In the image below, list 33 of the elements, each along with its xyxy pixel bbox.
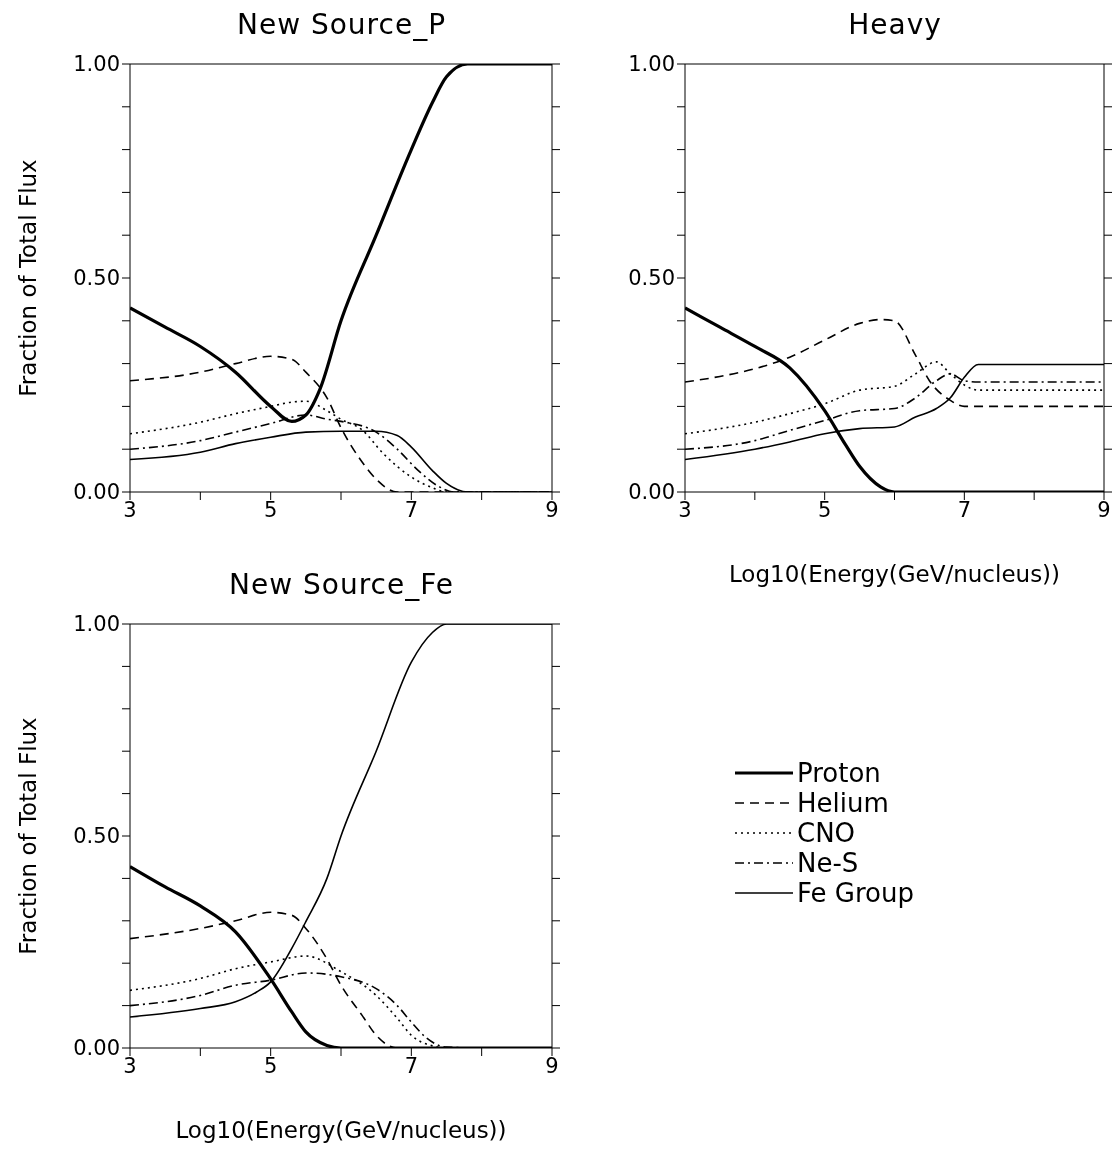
y-tick-label: 0.00 bbox=[73, 1036, 120, 1061]
y-axis-title: Fraction of Total Flux bbox=[15, 159, 42, 397]
y-tick-label: 0.50 bbox=[73, 824, 120, 849]
chart-title: Heavy bbox=[847, 8, 943, 41]
legend-label: Ne-S bbox=[797, 848, 859, 878]
y-tick-label: 0.00 bbox=[628, 480, 675, 505]
x-tick-label: 5 bbox=[817, 497, 832, 522]
x-tick-label: 7 bbox=[404, 1053, 419, 1078]
x-axis-title: Log10(Energy(GeV/nucleus)) bbox=[728, 561, 1061, 587]
legend-label: CNO bbox=[797, 818, 856, 848]
x-tick-label: 9 bbox=[545, 497, 559, 522]
y-axis-title: Fraction of Total Flux bbox=[15, 717, 42, 955]
x-tick-label: 7 bbox=[404, 497, 419, 522]
x-tick-label: 5 bbox=[263, 497, 278, 522]
chart-title: New Source_Fe bbox=[228, 568, 455, 601]
legend-label: Fe Group bbox=[797, 878, 914, 908]
y-tick-label: 1.00 bbox=[628, 52, 675, 77]
y-tick-label: 1.00 bbox=[73, 52, 120, 77]
x-tick-label: 9 bbox=[1097, 497, 1111, 522]
x-tick-label: 5 bbox=[263, 1053, 278, 1078]
legend-label: Helium bbox=[797, 788, 889, 818]
x-tick-label: 9 bbox=[545, 1053, 559, 1078]
x-tick-label: 3 bbox=[678, 497, 692, 522]
y-tick-label: 0.50 bbox=[73, 266, 120, 291]
x-tick-label: 7 bbox=[957, 497, 972, 522]
y-tick-label: 0.00 bbox=[73, 480, 120, 505]
chart-title: New Source_P bbox=[236, 8, 447, 41]
legend-label: Proton bbox=[797, 758, 881, 788]
y-tick-label: 0.50 bbox=[628, 266, 675, 291]
y-tick-label: 1.00 bbox=[73, 612, 120, 637]
x-tick-label: 3 bbox=[123, 1053, 137, 1078]
x-tick-label: 3 bbox=[123, 497, 137, 522]
x-axis-title: Log10(Energy(GeV/nucleus)) bbox=[175, 1117, 507, 1143]
